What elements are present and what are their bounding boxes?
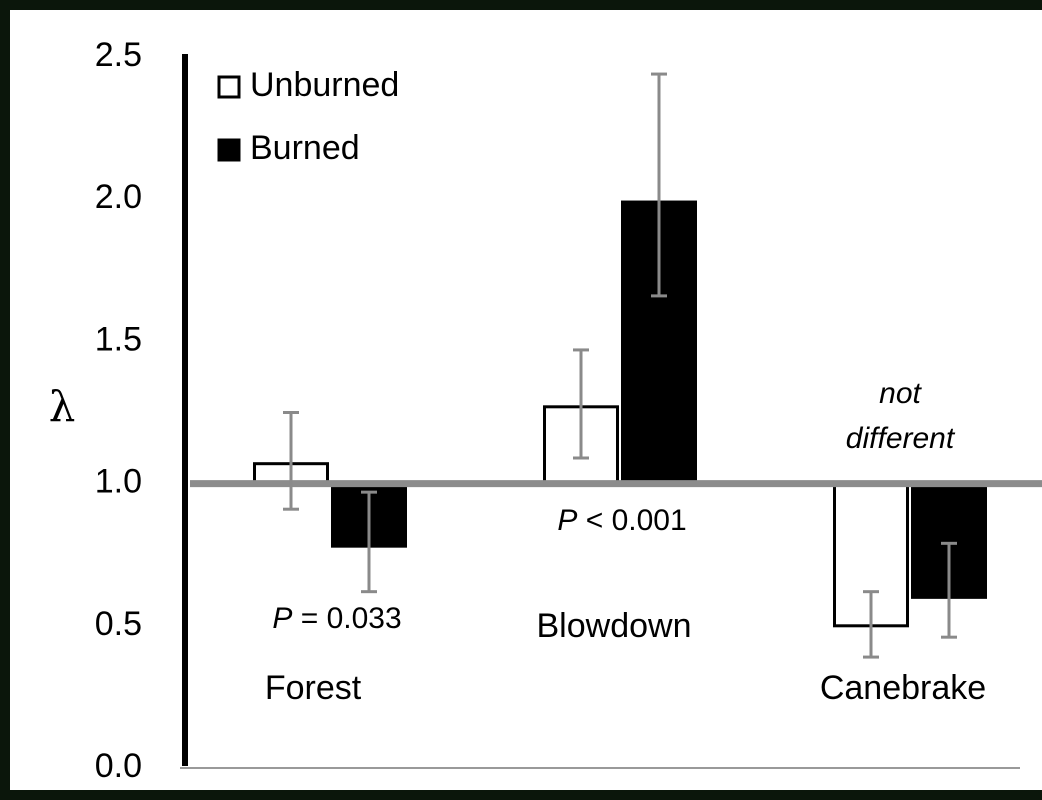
annotation-text: = 0.033 xyxy=(292,602,401,635)
annotation: P = 0.033 xyxy=(272,602,401,635)
error-bar xyxy=(361,490,377,594)
error-bar xyxy=(941,541,957,639)
y-tick-label: 1.5 xyxy=(95,320,142,358)
error-bar xyxy=(651,72,667,298)
error-bar xyxy=(863,590,879,659)
y-tick-label: 1.0 xyxy=(95,463,142,501)
annotation: P < 0.001 xyxy=(557,504,686,537)
legend-label: Unburned xyxy=(250,66,399,104)
legend-swatch xyxy=(217,75,241,99)
annotation-text: < 0.001 xyxy=(577,504,686,537)
legend-label: Burned xyxy=(250,129,360,167)
legend-swatch xyxy=(217,138,241,162)
annotation-italic: P xyxy=(272,602,292,635)
y-tick-label: 2.5 xyxy=(95,36,142,74)
error-bar xyxy=(573,348,589,460)
annotation: not xyxy=(879,377,922,410)
y-axis-label: λ xyxy=(49,382,76,431)
y-tick-label: 2.0 xyxy=(95,178,142,216)
category-label: Canebrake xyxy=(820,669,986,707)
error-bar xyxy=(283,411,299,511)
category-label: Forest xyxy=(265,669,362,707)
y-tick-label: 0.5 xyxy=(95,605,142,643)
annotation: different xyxy=(846,422,956,455)
annotation-italic: P xyxy=(557,504,577,537)
category-label: Blowdown xyxy=(537,607,692,645)
y-tick-label: 0.0 xyxy=(95,747,142,785)
